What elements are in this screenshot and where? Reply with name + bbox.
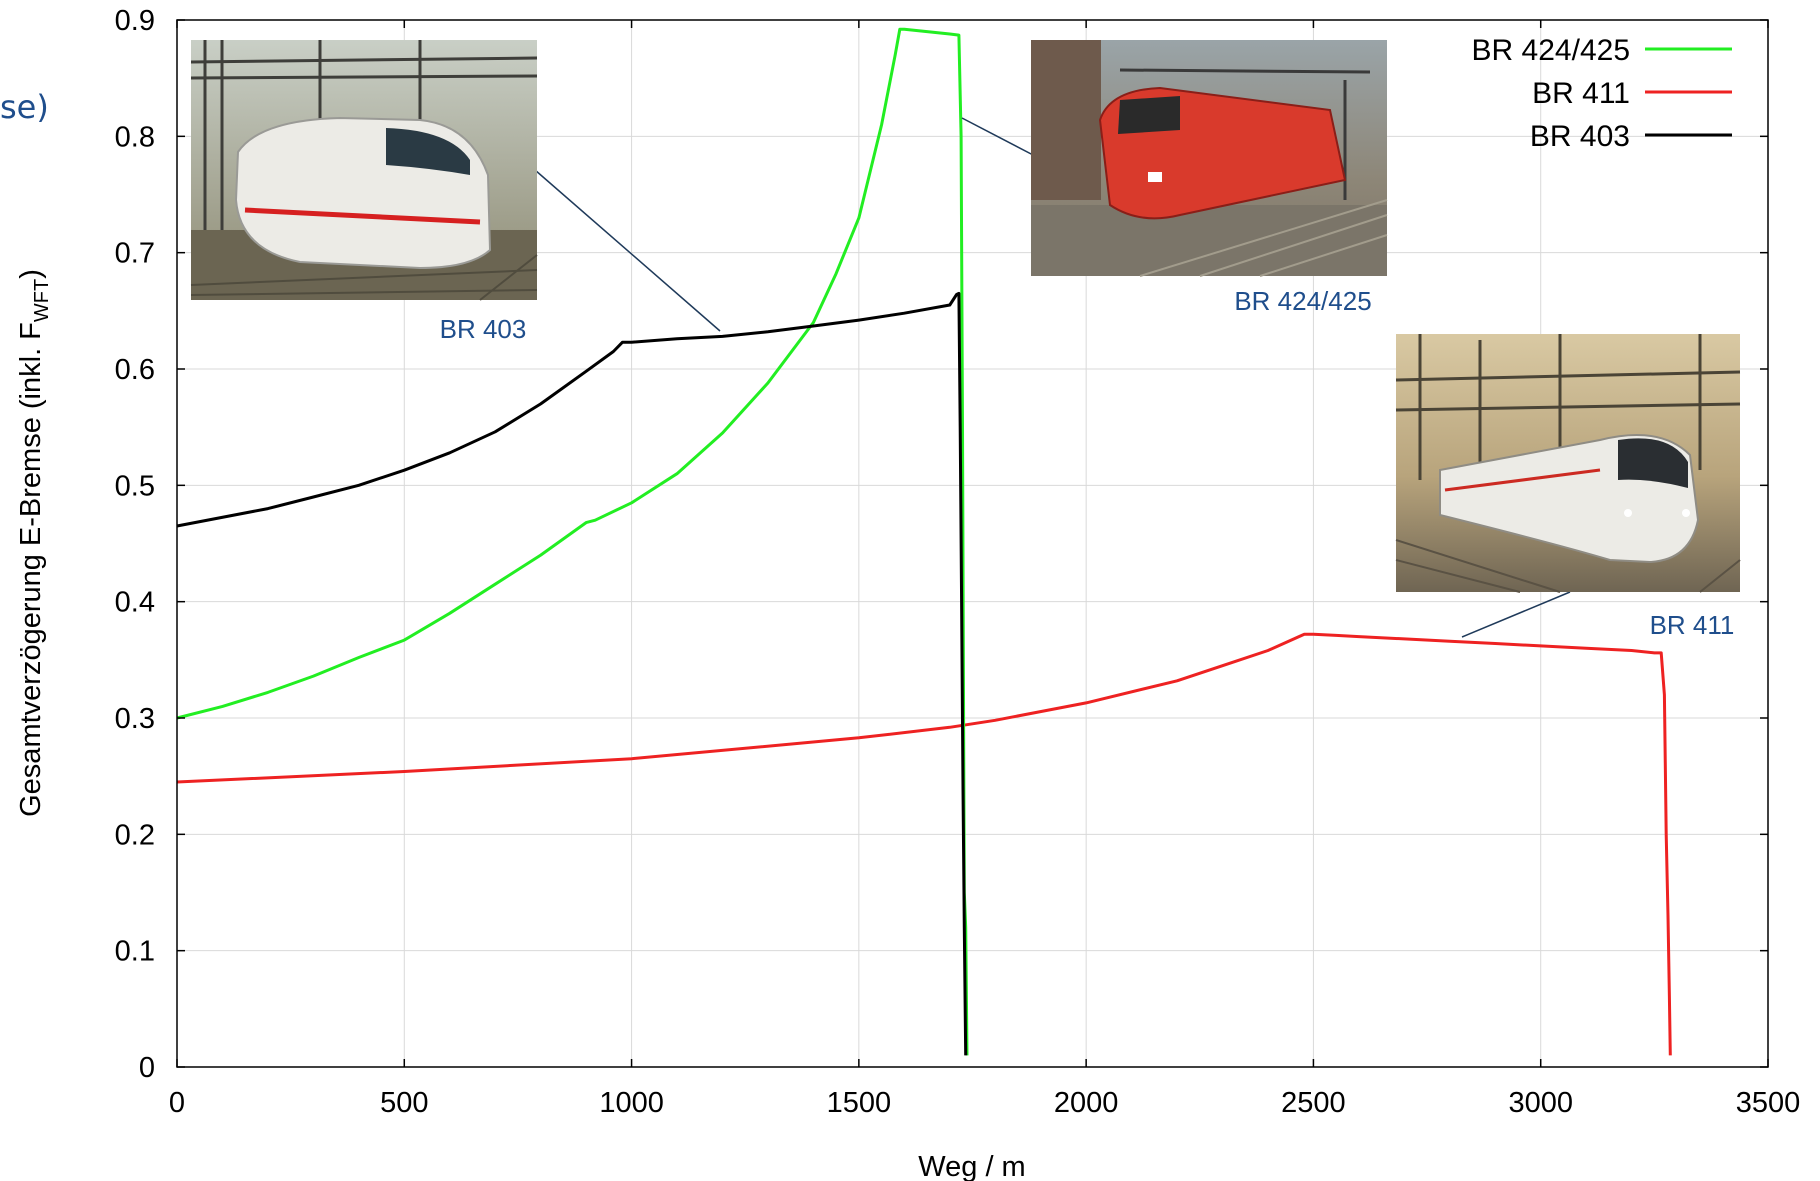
y-tick-label: 0.9 [115, 5, 155, 37]
x-tick-label: 1000 [599, 1087, 664, 1119]
photo-caption-br424-425: BR 424/425 [1234, 286, 1371, 316]
x-axis-label: Weg / m [918, 1151, 1025, 1181]
x-tick-label: 2500 [1281, 1087, 1346, 1119]
plot-frame [176, 19, 1769, 1068]
y-tick-label: 0.8 [115, 121, 155, 153]
y-tick-label: 0.5 [115, 470, 155, 502]
legend: BR 424/425 BR 411 BR 403 [1472, 34, 1732, 153]
leader-line-br424 [961, 117, 1036, 157]
legend-label-0: BR 424/425 [1472, 34, 1630, 67]
y-tick-label: 0.2 [115, 819, 155, 851]
x-tick-label: 3500 [1736, 1087, 1801, 1119]
y-tick-label: 0 [139, 1052, 155, 1084]
y-tick-label: 0.3 [115, 703, 155, 735]
x-tick-label: 0 [169, 1087, 185, 1119]
y-tick-label: 0.1 [115, 936, 155, 968]
series-line-br-411 [176, 632, 1672, 1056]
x-tick-label: 500 [380, 1087, 428, 1119]
x-tick-label: 3000 [1508, 1087, 1573, 1119]
y-tick-label: 0.4 [115, 587, 155, 619]
photo-br411 [1395, 334, 1741, 593]
leader-line-br411 [1461, 591, 1571, 638]
leader-line-br403 [534, 169, 721, 332]
photo-br403 [190, 40, 538, 301]
x-tick-label: 1500 [827, 1087, 892, 1119]
photo-br424-425 [1031, 40, 1388, 277]
slide-title-fragment: se) [0, 88, 49, 126]
x-tick-label: 2000 [1054, 1087, 1119, 1119]
y-axis-label-main: Gesamtverzögerung E-Bremse (inkl. F [15, 322, 47, 817]
legend-label-2: BR 403 [1530, 120, 1630, 153]
y-axis-label-sub: WFT [31, 279, 53, 322]
legend-label-1: BR 411 [1532, 77, 1630, 110]
series-lines [176, 27, 1672, 1056]
y-tick-label: 0.6 [115, 354, 155, 386]
series-line-br-403 [176, 291, 968, 1056]
photo-caption-br411: BR 411 [1650, 610, 1735, 640]
axis-ticks: 0 500 1000 1500 2000 2500 3000 3500 0 0.1 0.2 0.3 0.… [115, 5, 1801, 1119]
series-line-br-424-425 [176, 27, 969, 1056]
y-axis-label-close: ) [15, 269, 47, 279]
photo-caption-br403: BR 403 [440, 314, 527, 344]
y-tick-label: 0.7 [115, 238, 155, 270]
y-axis-label: Gesamtverzögerung E-Bremse (inkl. FWFT) [15, 269, 53, 817]
